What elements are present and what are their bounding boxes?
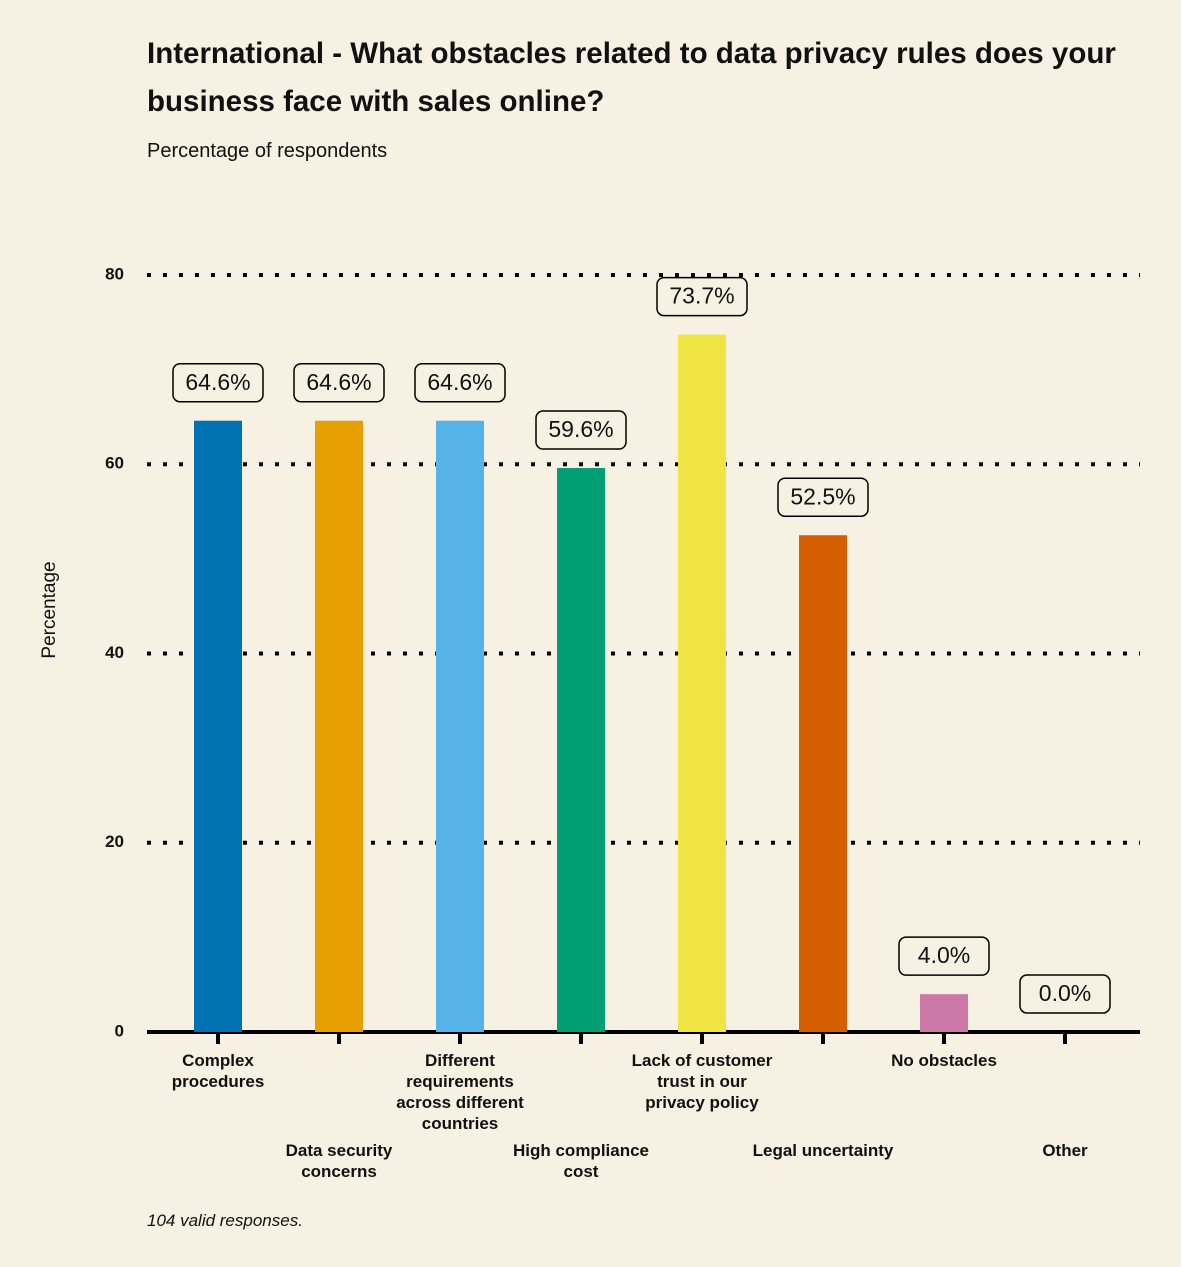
value-label: 73.7% — [669, 283, 734, 309]
bar — [799, 535, 847, 1032]
value-label: 64.6% — [427, 369, 492, 395]
value-label-box — [535, 410, 627, 450]
bar — [436, 420, 484, 1032]
x-tick-label: Lack of customer trust in our privacy poli… — [632, 1051, 773, 1112]
y-tick-label: 0 — [115, 1021, 124, 1040]
value-label-box — [172, 362, 264, 403]
x-tick-label: High compliance cost — [513, 1141, 649, 1181]
bar — [557, 468, 605, 1032]
value-label: 64.6% — [185, 369, 250, 395]
chart-subtitle: Percentage of respondents — [147, 140, 388, 162]
footnote: 104 valid responses. — [147, 1211, 303, 1230]
value-label: 4.0% — [918, 942, 970, 968]
bar — [920, 994, 968, 1032]
x-tick-label: Other — [1042, 1141, 1088, 1160]
x-tick-label: Data security concerns — [286, 1141, 393, 1181]
bar — [678, 334, 726, 1032]
value-label: 59.6% — [548, 416, 613, 442]
x-tick-label: No obstacles — [891, 1051, 997, 1070]
value-label: 0.0% — [1039, 980, 1091, 1006]
y-tick-label: 60 — [105, 454, 124, 473]
bar — [315, 420, 363, 1032]
value-label: 52.5% — [790, 483, 855, 509]
value-label: 64.6% — [306, 369, 371, 395]
y-axis-label: Percentage — [39, 561, 60, 658]
value-label-box — [414, 362, 506, 403]
y-tick-label: 80 — [105, 264, 124, 283]
bar — [194, 420, 242, 1032]
x-tick-label: Different requirements across different cou… — [396, 1051, 524, 1133]
y-tick-label: 40 — [105, 643, 124, 662]
value-label-box — [293, 362, 385, 403]
chart-title: International - What obstacles related t… — [147, 37, 1116, 118]
x-tick-label: Legal uncertainty — [753, 1141, 894, 1160]
value-label-box — [777, 477, 869, 517]
x-tick-label: Complex procedures — [172, 1051, 265, 1091]
value-label-box — [1019, 974, 1111, 1014]
value-label-box — [898, 936, 990, 976]
value-label-box — [656, 276, 748, 317]
y-tick-label: 20 — [105, 832, 124, 851]
